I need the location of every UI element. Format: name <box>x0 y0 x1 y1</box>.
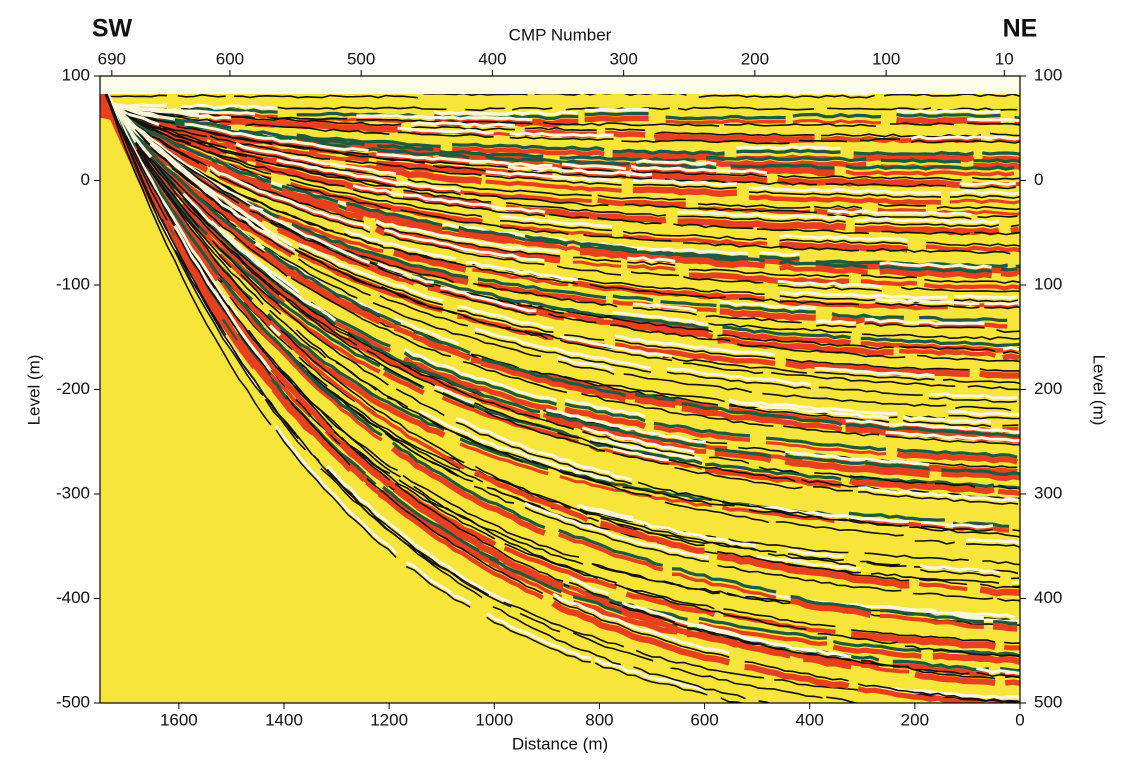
y2-tick-label: 0 <box>1034 170 1043 189</box>
reflector <box>978 716 1018 718</box>
y2-tick-label: 200 <box>1034 379 1062 398</box>
x2-tick-label: 400 <box>478 49 506 68</box>
x2-tick-label: 300 <box>609 49 637 68</box>
ne-label: NE <box>1003 15 1038 43</box>
reflector <box>1015 118 1023 119</box>
red-band <box>1005 682 1021 683</box>
y-tick-label: 0 <box>81 170 90 189</box>
reflector <box>881 160 961 162</box>
x-tick-label: 400 <box>796 710 824 729</box>
white-patch <box>736 146 840 148</box>
y2-tick-label: 400 <box>1034 588 1062 607</box>
y2-tick-label: 500 <box>1034 692 1062 711</box>
y-tick-label: -100 <box>56 274 90 293</box>
x2-tick-label: 500 <box>347 49 375 68</box>
x-axis-title: Distance (m) <box>512 734 608 753</box>
red-band <box>1003 356 1019 358</box>
y2-tick-label: 100 <box>1034 65 1062 84</box>
red-band <box>1001 273 1017 274</box>
x-tick-label: 1600 <box>160 710 198 729</box>
y-tick-label: -300 <box>56 483 90 502</box>
reflector <box>759 701 895 722</box>
reflector <box>799 141 847 142</box>
x-tick-label: 200 <box>901 710 929 729</box>
x-tick-label: 600 <box>690 710 718 729</box>
x2-axis-title: CMP Number <box>509 25 612 44</box>
x2-tick-label: 10 <box>995 49 1014 68</box>
y2-tick-label: 100 <box>1034 274 1062 293</box>
reflector <box>1013 530 1021 531</box>
red-band <box>855 228 999 232</box>
y-axis-title: Level (m) <box>24 355 43 426</box>
reflector <box>897 114 1001 116</box>
reflector <box>1001 269 1017 270</box>
white-patch <box>967 119 1023 121</box>
reflector <box>982 153 1022 155</box>
y-tick-label: -400 <box>56 588 90 607</box>
y-tick-label: 100 <box>62 65 90 84</box>
reflector <box>854 153 974 155</box>
reflector <box>736 150 840 152</box>
reflector <box>585 114 649 115</box>
sw-label: SW <box>92 15 133 43</box>
y2-tick-label: 300 <box>1034 483 1062 502</box>
reflector <box>1002 425 1018 426</box>
reflector <box>993 622 1017 624</box>
x2-tick-label: 200 <box>741 49 769 68</box>
reflector <box>1004 642 1020 643</box>
x-tick-label: 0 <box>1015 710 1024 729</box>
x2-tick-label: 690 <box>98 49 126 68</box>
seismic-section <box>95 62 1025 735</box>
red-band <box>993 626 1017 628</box>
red-band <box>980 373 1020 375</box>
x-tick-label: 1400 <box>265 710 303 729</box>
white-patch <box>1005 672 1021 673</box>
top-blank <box>100 76 1020 94</box>
white-patch <box>984 303 1024 305</box>
x-tick-label: 1200 <box>370 710 408 729</box>
red-band <box>666 121 786 123</box>
red-band <box>980 590 1020 594</box>
red-band <box>998 491 1022 494</box>
red-band <box>1011 230 1019 231</box>
red-band <box>1004 647 1020 648</box>
white-patch <box>585 110 649 111</box>
x-tick-label: 800 <box>585 710 613 729</box>
y-tick-label: -500 <box>56 692 90 711</box>
x-tick-label: 1000 <box>475 710 513 729</box>
red-band <box>585 118 649 119</box>
y-tick-label: -200 <box>56 379 90 398</box>
x2-tick-label: 100 <box>872 49 900 68</box>
red-band <box>655 137 815 140</box>
y2-axis-title: Level (m) <box>1090 355 1109 426</box>
x2-tick-label: 600 <box>216 49 244 68</box>
